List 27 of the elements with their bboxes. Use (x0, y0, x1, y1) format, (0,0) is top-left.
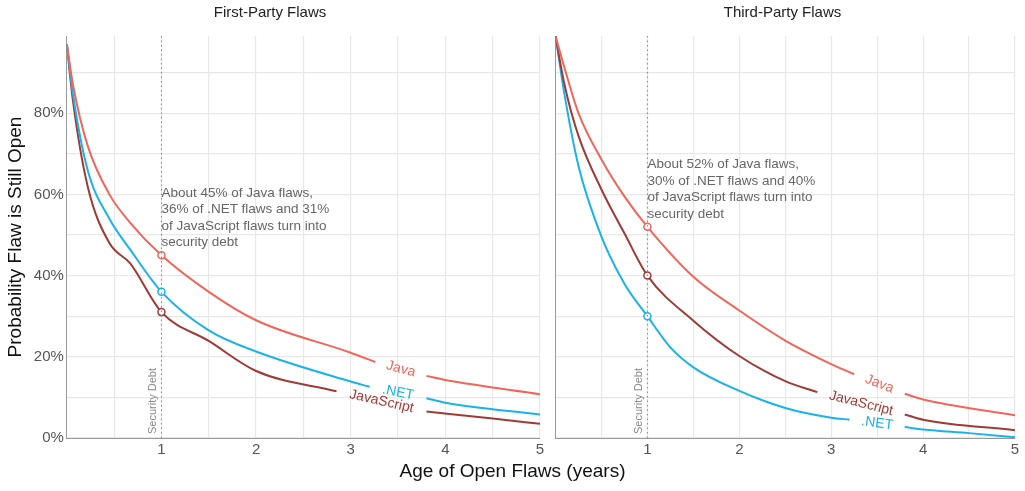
x-tick-label: 5 (1010, 440, 1020, 458)
x-tick-label: 3 (827, 440, 836, 458)
ref-line-label: Security Debt (145, 367, 158, 434)
annotation: About 52% of Java flaws, 30% of .NET flaws and 40% of JavaScript flaws turn into security debt (647, 156, 816, 221)
y-tick-label: 0% (42, 428, 64, 446)
y-axis-title: Probability Flaw is Still Open (3, 116, 25, 358)
y-tick-label: 40% (33, 265, 64, 283)
x-axis-title: Age of Open Flaws (years) (398, 460, 627, 482)
x-tick-label: 1 (643, 440, 652, 458)
x-tick-label: 2 (735, 440, 744, 458)
x-tick-label: 4 (441, 440, 450, 458)
text: Java (384, 356, 418, 380)
annotation: About 45% of Java flaws, 36% of .NET flaws and 31% of JavaScript flaws turn into security debt (161, 184, 330, 250)
x-tick-label: 3 (346, 440, 355, 458)
y-tick-label: 60% (33, 184, 64, 202)
x-tick-label: 1 (157, 440, 166, 458)
x-tick-label: 2 (251, 440, 261, 458)
y-tick-label: 20% (33, 346, 64, 364)
point (157, 307, 166, 317)
x-tick-label: 4 (918, 440, 928, 458)
point (157, 287, 166, 297)
point (157, 251, 166, 260)
y-tick-label: 80% (33, 103, 64, 121)
ref-line-label: Security Debt (631, 367, 644, 434)
chart-title: Third-Party Flaws (723, 3, 842, 21)
x-tick-label: 5 (535, 440, 545, 458)
chart-title: First-Party Flaws (213, 3, 327, 21)
